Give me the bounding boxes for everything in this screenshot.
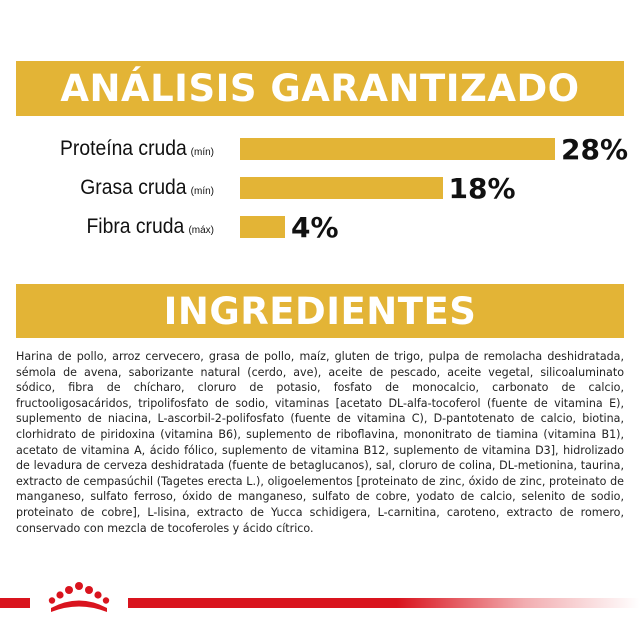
- nutrient-bar: [240, 177, 443, 199]
- nutrient-value: 28%: [561, 132, 629, 166]
- nutrient-qualifier: (máx): [188, 224, 214, 236]
- nutrient-qualifier: (mín): [190, 146, 214, 158]
- footer-red-line: [0, 598, 640, 608]
- nutrient-qualifier: (mín): [190, 185, 214, 197]
- nutrient-name: Grasa cruda: [80, 176, 187, 199]
- nutrient-name: Fibra cruda: [86, 215, 185, 238]
- nutrient-label: Proteína cruda (mín): [49, 131, 214, 167]
- nutrient-bar: [240, 216, 285, 238]
- nutrient-bar: [240, 138, 555, 160]
- nutrient-value: 18%: [448, 171, 516, 205]
- analysis-heading: ANÁLISIS GARANTIZADO: [16, 61, 624, 116]
- nutrient-label: Grasa cruda (mín): [71, 170, 214, 206]
- nutrient-row: Fibra cruda (máx) 4%: [0, 209, 640, 245]
- nutrient-name: Proteína cruda: [59, 137, 187, 160]
- ingredients-heading: INGREDIENTES: [16, 284, 624, 338]
- royal-canin-crown-icon: [48, 582, 110, 612]
- nutrient-row: Proteína cruda (mín) 28%: [0, 131, 640, 167]
- nutrient-value: 4%: [291, 210, 339, 244]
- ingredients-text: Harina de pollo, arroz cervecero, grasa …: [16, 350, 624, 535]
- nutrient-row: Grasa cruda (mín) 18%: [0, 170, 640, 206]
- nutrient-label: Fibra cruda (máx): [78, 209, 214, 245]
